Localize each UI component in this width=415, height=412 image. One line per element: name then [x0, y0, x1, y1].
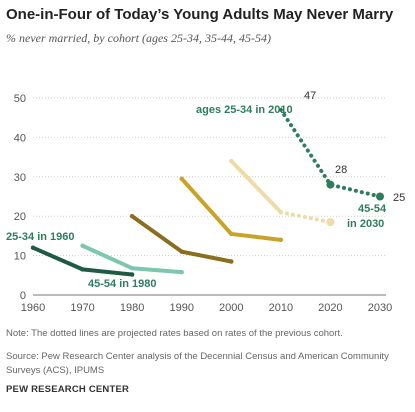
- series-2-point-1980: [129, 214, 135, 219]
- annotation-45-54-in-1980: 45-54 in 1980: [88, 278, 157, 290]
- series-3-point-2010: [278, 237, 284, 243]
- x-tick-label-2030: 2030: [368, 302, 392, 314]
- series-0-point-1970: [80, 267, 85, 272]
- y-tick-label-50: 50: [14, 93, 26, 105]
- series-6-point-2030: [376, 192, 384, 201]
- y-tick-label-20: 20: [14, 211, 26, 223]
- chart-note: Note: The dotted lines are projected rat…: [6, 328, 343, 339]
- series-line-2: [130, 214, 234, 264]
- series-4-point-2000: [229, 158, 234, 164]
- series-line-4: [229, 159, 283, 215]
- x-tick-label-1970: 1970: [70, 302, 94, 314]
- gridlines: [33, 97, 386, 296]
- series-6-point-2020: [326, 180, 335, 189]
- x-tick-label-1980: 1980: [120, 302, 144, 314]
- y-tick-label-40: 40: [14, 132, 26, 144]
- data-label-28: 28: [335, 164, 347, 176]
- x-tick-label-2000: 2000: [219, 302, 243, 314]
- series-5-point-2020: [326, 218, 335, 227]
- series-1-point-1970: [80, 243, 85, 248]
- series-3-point-2000: [229, 231, 234, 237]
- x-tick-label-1960: 1960: [21, 302, 45, 314]
- x-tick-label-2020: 2020: [318, 302, 342, 314]
- series-0-point-1980: [129, 272, 135, 277]
- annotation-ages-25-34-in-2010: ages 25-34 in 2010: [196, 104, 293, 116]
- annotation-in-2030: in 2030: [347, 218, 384, 230]
- series-line-3: [179, 176, 283, 242]
- series-lines: [30, 107, 384, 277]
- series-3-point-1990: [179, 176, 184, 181]
- chart-subtitle: % never married, by cohort (ages 25-34, …: [6, 31, 271, 45]
- chart-source: Source: Pew Research Center analysis of …: [6, 351, 389, 376]
- y-tick-label-10: 10: [14, 251, 26, 263]
- series-line-5: [278, 210, 333, 225]
- x-tick-label-2010: 2010: [269, 302, 293, 314]
- series-1-point-1990: [179, 269, 184, 275]
- annotations: 25-34 in 1960 45-54 in 1980 ages 25-34 i…: [6, 90, 405, 290]
- series-1-point-1980: [129, 266, 135, 271]
- data-label-25: 25: [393, 192, 405, 204]
- y-tick-label-0: 0: [20, 290, 26, 302]
- brand-label: PEW RESEARCH CENTER: [6, 384, 130, 395]
- chart-title: One-in-Four of Today’s Young Adults May …: [6, 6, 394, 23]
- y-tick-label-30: 30: [14, 172, 26, 184]
- annotation-25-34-in-1960: 25-34 in 1960: [6, 231, 75, 243]
- data-label-47: 47: [304, 90, 316, 102]
- x-tick-label-1990: 1990: [169, 302, 193, 314]
- series-0-point-1960: [30, 245, 36, 250]
- annotation-45-54: 45-54: [358, 203, 387, 215]
- series-2-point-2000: [229, 259, 234, 264]
- series-2-point-1990: [179, 249, 184, 254]
